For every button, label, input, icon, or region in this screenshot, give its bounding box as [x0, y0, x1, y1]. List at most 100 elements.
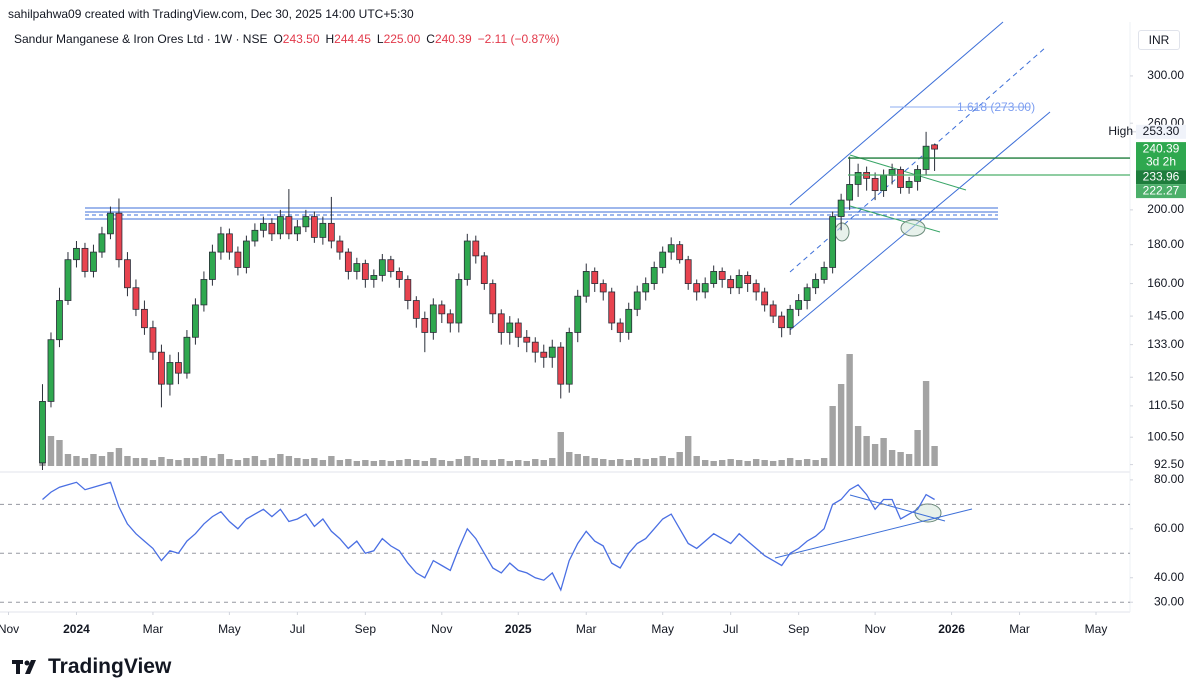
candle-body	[421, 317, 429, 333]
volume-bar	[158, 457, 165, 466]
candle-body	[693, 283, 701, 293]
currency[interactable]: INR	[1138, 30, 1180, 50]
candle-body	[166, 362, 174, 385]
candle-body	[225, 233, 233, 253]
volume-bar	[693, 456, 700, 466]
volume-bar	[81, 458, 89, 466]
ohlc-value: 240.39	[434, 32, 472, 46]
countdown: 3d 2h	[1146, 154, 1176, 168]
volume-bar	[268, 458, 276, 466]
y-tick-label: 160.00	[1147, 276, 1184, 290]
candle-body	[209, 251, 216, 280]
volume-bar	[132, 458, 140, 466]
candle-body	[234, 251, 242, 268]
volume-bar	[370, 461, 378, 466]
volume-bar	[634, 458, 641, 466]
candle-body	[625, 308, 633, 333]
candle-body	[480, 255, 488, 284]
ohlc: C240.39	[426, 32, 471, 46]
high-badge	[1136, 124, 1186, 139]
highlight-ellipse	[834, 222, 850, 242]
x-tick-label: Nov	[431, 622, 452, 636]
candle-body	[319, 222, 327, 238]
volume-bar	[107, 452, 114, 466]
volume-bar	[795, 460, 802, 466]
candle-body	[98, 233, 106, 253]
ohlc-key: H	[325, 32, 335, 46]
candle-body	[735, 275, 743, 289]
volume-bar	[226, 459, 233, 466]
volume-bar	[260, 460, 267, 466]
candle-body	[378, 259, 386, 276]
change: −2.11 (−0.87%)	[477, 32, 560, 46]
volume-bar	[421, 461, 429, 466]
volume-bar	[761, 460, 768, 466]
volume-bar	[574, 454, 581, 466]
volume-bar	[566, 452, 573, 466]
volume-bar	[735, 460, 743, 466]
ohlc-value: 225.00	[383, 32, 421, 46]
volume-bar	[651, 458, 658, 466]
x-tick-label: May	[651, 622, 674, 636]
ohlc: L225.00	[377, 32, 420, 46]
volume-bar	[769, 461, 777, 466]
candle-body	[489, 283, 497, 315]
volume-bar	[115, 448, 123, 466]
level-badge	[1136, 184, 1186, 199]
volume-bar	[328, 456, 335, 466]
volume-bar	[752, 459, 760, 466]
candle-body	[242, 240, 250, 268]
candle-body	[141, 308, 148, 329]
candle-body	[820, 267, 828, 280]
candle-body	[591, 271, 599, 284]
candle-body	[778, 315, 786, 329]
y-tick-label: 92.50	[1154, 457, 1184, 471]
volume-bar	[523, 461, 530, 466]
volume-bar	[387, 461, 395, 466]
y-tick-label: 110.50	[1148, 398, 1184, 412]
candle-body	[846, 184, 854, 201]
candle-body	[115, 212, 123, 261]
x-tick-label: Jul	[290, 622, 305, 636]
candle-body	[676, 244, 684, 261]
candle-body	[387, 259, 395, 272]
volume-bar	[362, 460, 369, 466]
candle-body	[514, 322, 522, 338]
candle-body	[302, 216, 310, 228]
candle-body	[327, 222, 335, 242]
level-label: 233.96	[1143, 169, 1180, 183]
wedge-line	[849, 154, 967, 191]
candle-body	[650, 267, 658, 284]
volume-bar	[880, 438, 887, 466]
x-tick-label: Mar	[1009, 622, 1030, 636]
candle-body	[132, 287, 140, 310]
volume-bar	[124, 456, 131, 466]
rsi-tick-label: 40.00	[1154, 570, 1184, 584]
candle-body	[251, 229, 259, 242]
high-value: 253.30	[1143, 124, 1180, 138]
rsi-line	[42, 481, 935, 592]
volume-bar	[251, 456, 259, 466]
volume-bar	[183, 458, 191, 466]
candle-body	[786, 308, 794, 329]
volume-bar	[506, 461, 513, 466]
candle-body	[47, 339, 55, 402]
candle-body	[565, 332, 573, 385]
volume-bar	[931, 446, 938, 466]
volume-bar	[676, 452, 683, 466]
x-tick-label: May	[218, 622, 241, 636]
last-price-badge	[1136, 142, 1186, 171]
candle-body	[107, 212, 114, 235]
y-tick-label: 133.00	[1147, 337, 1184, 351]
candle-body	[438, 304, 446, 315]
candle-body	[540, 351, 548, 358]
candle-body	[404, 279, 412, 301]
volume-bar	[727, 459, 734, 466]
candle-body	[200, 279, 208, 306]
candle-body	[582, 271, 590, 297]
candle-body	[880, 174, 888, 192]
candle-body	[616, 322, 624, 333]
volume-bar	[668, 458, 675, 466]
volume-bar	[302, 459, 310, 466]
